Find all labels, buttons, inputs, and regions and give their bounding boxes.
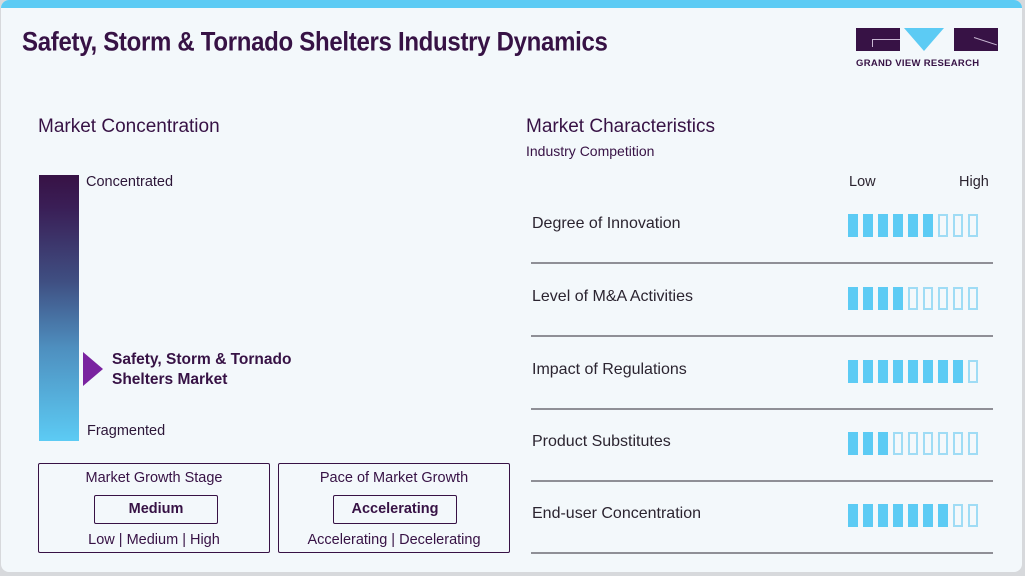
growth-pace-options: Accelerating | Decelerating [307,532,481,548]
characteristic-label: Impact of Regulations [532,361,687,378]
growth-stage-value: Medium [94,495,218,524]
top-accent-bar [1,0,1022,8]
rating-bar-filled-icon [893,287,903,310]
rating-bar-filled-icon [908,214,918,237]
rating-bars [848,214,978,237]
rating-bar-empty-icon [953,287,963,310]
rating-bar-empty-icon [953,504,963,527]
rating-bar-empty-icon [968,432,978,455]
growth-pace-title: Pace of Market Growth [319,470,469,486]
rating-bar-filled-icon [878,432,888,455]
rating-bar-filled-icon [923,214,933,237]
characteristic-label: Level of M&A Activities [532,288,693,305]
concentration-gradient-bar [39,175,79,441]
rating-bar-filled-icon [848,432,858,455]
rating-bar-filled-icon [938,504,948,527]
rating-bar-filled-icon [848,214,858,237]
rating-bar-empty-icon [938,214,948,237]
characteristic-row: Level of M&A Activities [531,261,993,337]
logo-g-block-icon [856,28,900,51]
rating-bar-empty-icon [908,287,918,310]
logo-r-block-icon [954,28,998,51]
characteristic-row: Product Substitutes [531,406,993,482]
rating-bar-empty-icon [923,287,933,310]
rating-bar-filled-icon [878,360,888,383]
rating-bar-empty-icon [908,432,918,455]
rating-bar-filled-icon [923,360,933,383]
rating-bar-filled-icon [848,360,858,383]
rating-bar-filled-icon [908,360,918,383]
row-divider [531,262,993,264]
rating-bar-filled-icon [878,287,888,310]
rating-bars [848,432,978,455]
row-divider [531,335,993,337]
rating-bar-empty-icon [953,214,963,237]
characteristic-label: Product Substitutes [532,433,671,450]
growth-pace-value: Accelerating [333,495,457,524]
rating-bars [848,360,978,383]
rating-bar-filled-icon [923,504,933,527]
rating-bars [848,287,978,310]
row-divider [531,552,993,554]
rating-bars [848,504,978,527]
rating-bar-empty-icon [968,214,978,237]
rating-bar-empty-icon [938,432,948,455]
rating-bar-empty-icon [968,504,978,527]
market-growth-stage-box: Market Growth Stage Medium Low | Medium … [38,463,270,553]
rating-bar-filled-icon [863,360,873,383]
scale-high-label: High [959,174,989,190]
characteristic-row: End-user Concentration [531,478,993,554]
rating-bar-empty-icon [923,432,933,455]
fragmented-label: Fragmented [87,423,166,439]
rating-bar-filled-icon [848,287,858,310]
rating-bar-filled-icon [878,504,888,527]
characteristic-row: Degree of Innovation [531,188,993,264]
rating-bar-filled-icon [908,504,918,527]
rating-bar-filled-icon [863,432,873,455]
rating-bar-filled-icon [893,214,903,237]
rating-bar-empty-icon [953,432,963,455]
rating-bar-filled-icon [938,360,948,383]
characteristic-label: End-user Concentration [532,505,701,522]
rating-bar-empty-icon [968,360,978,383]
pace-of-growth-box: Pace of Market Growth Accelerating Accel… [278,463,510,553]
rating-bar-filled-icon [893,360,903,383]
rating-bar-filled-icon [863,287,873,310]
page-title: Safety, Storm & Tornado Shelters Industr… [22,27,608,58]
characteristic-label: Degree of Innovation [532,215,681,232]
logo-text: GRAND VIEW RESEARCH [856,58,980,69]
rating-bar-filled-icon [863,214,873,237]
market-position-label: Safety, Storm & Tornado Shelters Market [112,351,292,388]
rating-bar-empty-icon [938,287,948,310]
scale-low-label: Low [849,174,876,190]
rating-bar-filled-icon [953,360,963,383]
growth-stage-title: Market Growth Stage [85,470,223,486]
industry-competition-subheading: Industry Competition [526,143,655,159]
rating-bar-filled-icon [863,504,873,527]
row-divider [531,480,993,482]
characteristic-row: Impact of Regulations [531,334,993,410]
grand-view-research-logo: GRAND VIEW RESEARCH [856,28,998,72]
market-position-marker-icon [83,352,103,386]
row-divider [531,408,993,410]
rating-bar-filled-icon [893,504,903,527]
growth-stage-options: Low | Medium | High [88,532,220,548]
rating-bar-empty-icon [968,287,978,310]
market-characteristics-heading: Market Characteristics [526,116,715,137]
rating-bar-filled-icon [878,214,888,237]
market-concentration-heading: Market Concentration [38,116,220,137]
concentrated-label: Concentrated [86,174,174,190]
rating-bar-filled-icon [848,504,858,527]
rating-bar-empty-icon [893,432,903,455]
logo-v-triangle-icon [904,28,944,51]
